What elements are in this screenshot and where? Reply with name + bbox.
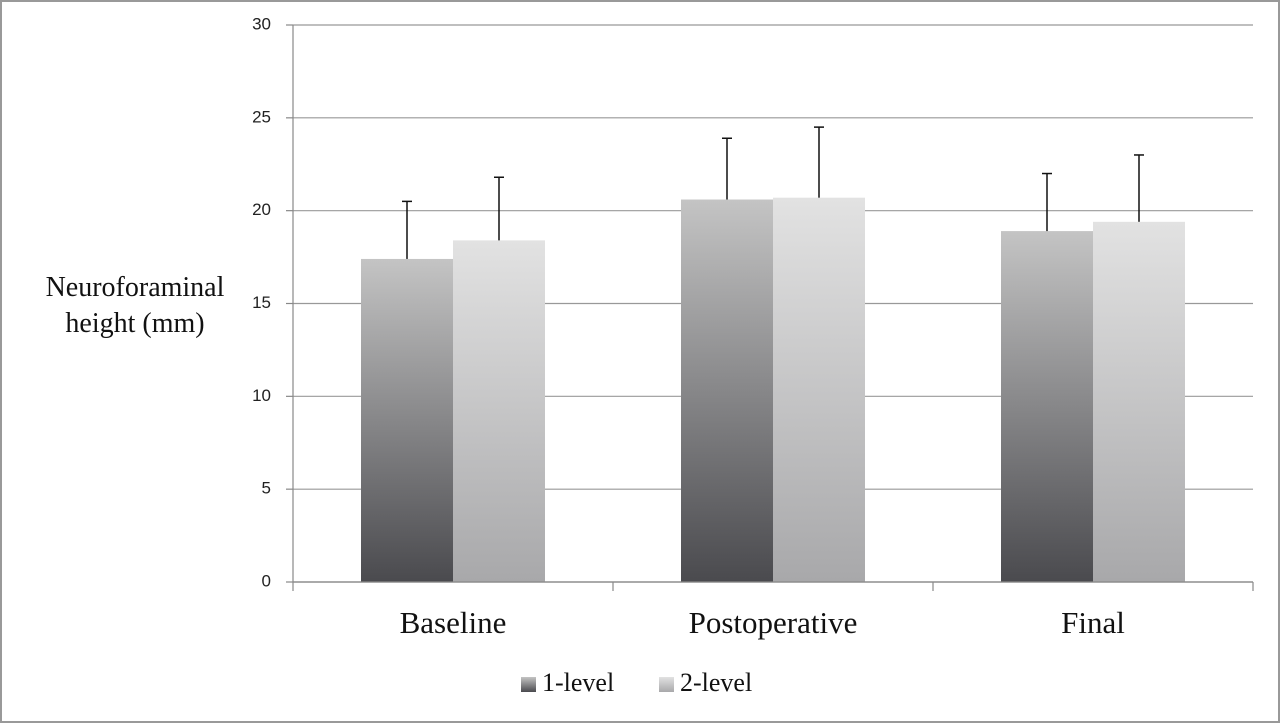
x-tick-label: Postoperative: [689, 605, 858, 640]
legend-swatch: [521, 677, 536, 692]
x-tick-label: Final: [1061, 605, 1125, 640]
y-tick-label: 25: [252, 107, 271, 126]
y-tick-label: 20: [252, 200, 271, 219]
bar: [1093, 221, 1185, 582]
legend-label: 2-level: [680, 668, 752, 697]
y-tick-label: 10: [252, 386, 271, 405]
legend-label: 1-level: [542, 668, 614, 697]
legend-swatch: [659, 677, 674, 692]
y-tick-label: 30: [252, 14, 271, 33]
y-tick-label: 5: [262, 479, 271, 498]
y-axis-label: Neuroforaminal height (mm): [45, 272, 225, 339]
y-tick-label: 0: [262, 571, 271, 590]
bar: [453, 240, 545, 582]
x-tick-label: Baseline: [400, 605, 507, 640]
bar: [1001, 231, 1093, 582]
bar: [361, 258, 453, 582]
bar: [681, 199, 773, 582]
bar: [773, 197, 865, 583]
y-tick-label: 15: [252, 293, 271, 312]
